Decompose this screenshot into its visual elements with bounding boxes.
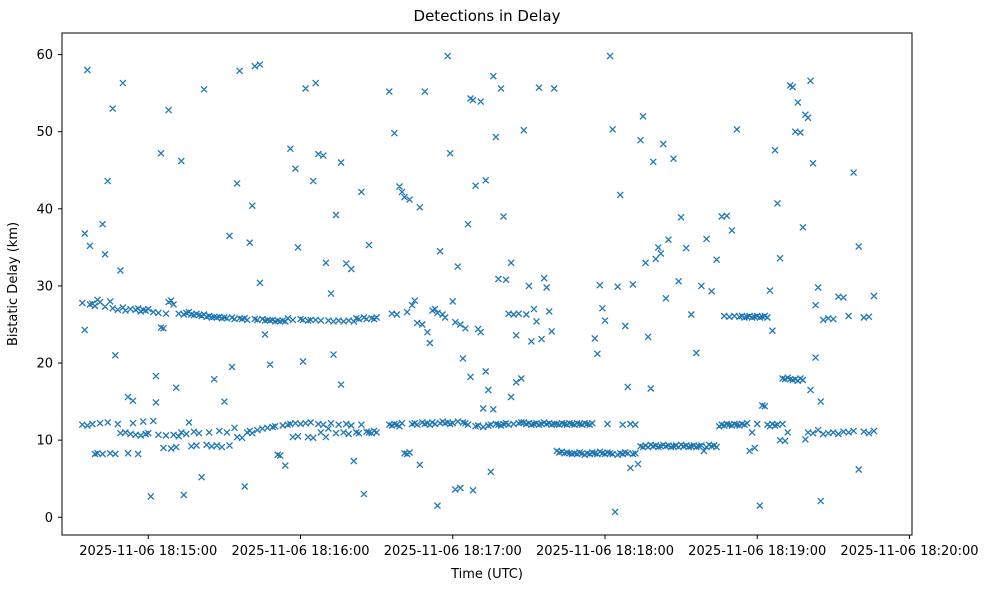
x-tick-label: 2025-11-06 18:19:00 <box>688 544 826 559</box>
plot-border <box>61 32 913 536</box>
plot-area <box>62 33 912 535</box>
x-tick-label: 2025-11-06 18:17:00 <box>384 544 522 559</box>
y-axis-ticks: 0 10 20 30 40 50 60 <box>36 48 62 526</box>
x-tick-label: 2025-11-06 18:16:00 <box>231 544 369 559</box>
y-tick-label: 10 <box>36 434 53 449</box>
scatter-points <box>78 52 878 516</box>
x-tick-label: 2025-11-06 18:18:00 <box>536 544 674 559</box>
y-tick-label: 0 <box>45 511 53 526</box>
x-tick-label: 2025-11-06 18:20:00 <box>840 544 978 559</box>
y-axis-label: Bistatic Delay (km) <box>6 222 21 346</box>
x-axis-ticks: 2025-11-06 18:15:00 2025-11-06 18:16:00 20… <box>79 535 979 559</box>
scatter-marker-path <box>78 52 878 516</box>
chart-title: Detections in Delay <box>414 7 561 25</box>
x-axis-label: Time (UTC) <box>450 567 523 582</box>
y-tick-label: 20 <box>36 357 53 372</box>
x-tick-label: 2025-11-06 18:15:00 <box>79 544 217 559</box>
y-tick-label: 30 <box>36 279 53 294</box>
y-tick-label: 60 <box>36 48 53 63</box>
y-tick-label: 50 <box>36 125 53 140</box>
y-tick-label: 40 <box>36 202 53 217</box>
